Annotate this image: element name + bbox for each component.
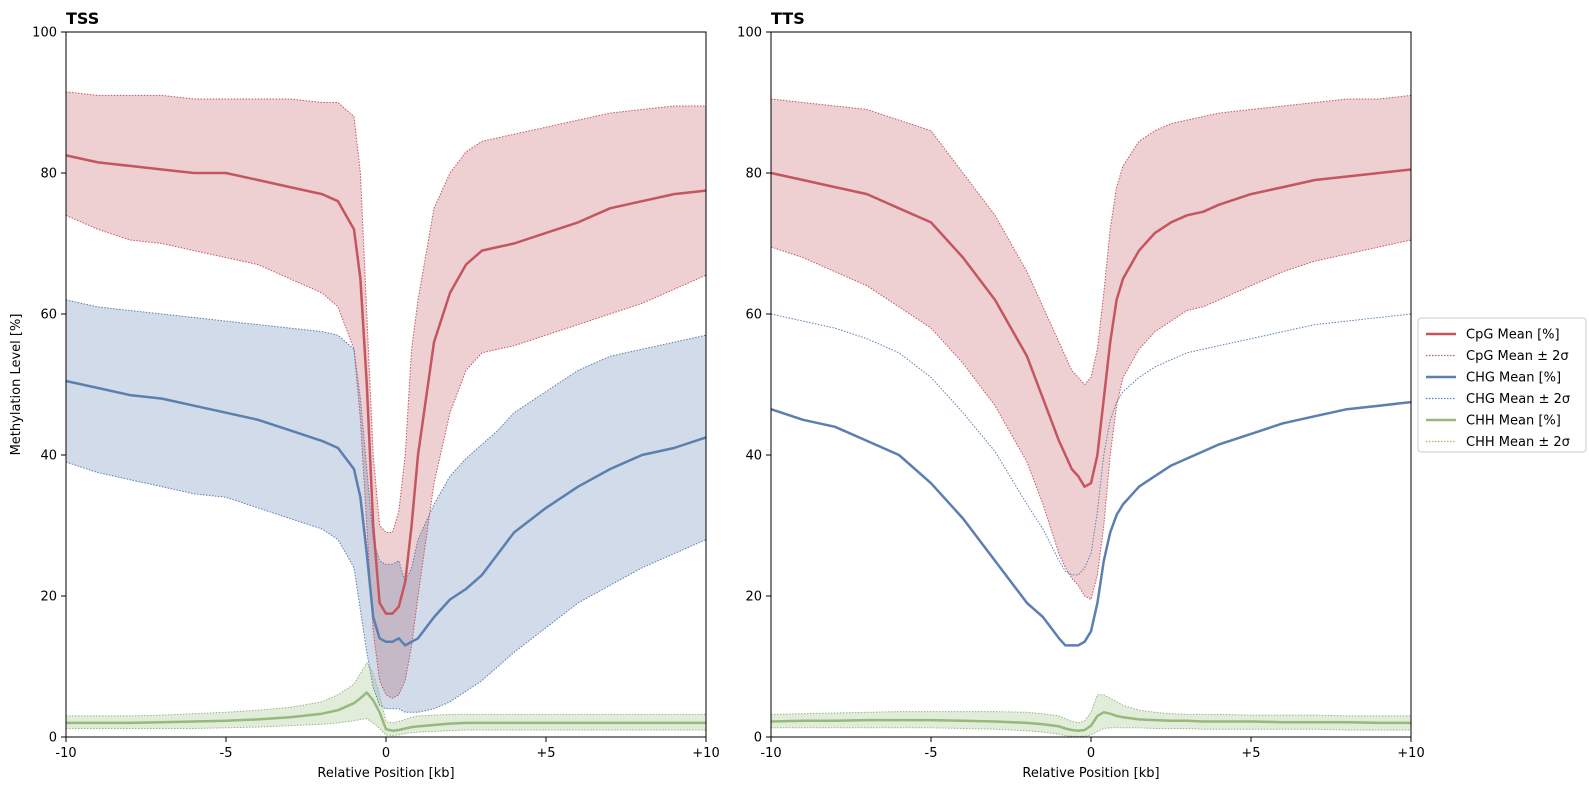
tts-x-tick-label: 0 xyxy=(1087,746,1095,761)
tss-y-tick-label: 60 xyxy=(40,308,57,323)
tss-cpg-band xyxy=(66,91,706,699)
tss-y-tick-label: 40 xyxy=(40,449,57,464)
tts-panel-title: TTS xyxy=(771,9,805,28)
tss-y-tick-label: 80 xyxy=(40,167,57,182)
tss-chg-band xyxy=(66,299,706,713)
tts-chg-upper-bound xyxy=(770,313,1412,576)
tss-x-tick-label: +5 xyxy=(536,746,555,761)
legend-label: CHH Mean ± 2σ xyxy=(1466,435,1570,450)
tts-x-tick-label: -5 xyxy=(925,746,938,761)
tss-panel: TSS -10 -5 0 +5 +10 0 20 40 60 80 100 Relative Po… xyxy=(9,9,720,781)
tts-x-tick-label: +5 xyxy=(1241,746,1260,761)
tts-chg-mean-line xyxy=(770,400,1412,647)
tts-x-tick-label: +10 xyxy=(1397,746,1424,761)
tts-cpg-band xyxy=(771,95,1411,600)
tss-x-ticks: -10 -5 0 +5 +10 xyxy=(55,737,720,761)
legend-label: CpG Mean ± 2σ xyxy=(1466,349,1569,364)
tts-y-tick-label: 0 xyxy=(754,731,762,746)
tts-y-tick-label: 80 xyxy=(745,167,762,182)
tts-x-ticks: -10 -5 0 +5 +10 xyxy=(760,737,1425,761)
legend-box xyxy=(1417,317,1587,453)
tss-series-layer xyxy=(65,91,707,737)
tts-chh-mean-line xyxy=(770,711,1411,732)
tss-cpg-lower-bound xyxy=(65,214,707,699)
tss-panel-title: TSS xyxy=(66,9,99,28)
tss-chh-mean-line xyxy=(66,691,706,732)
tts-x-axis-label: Relative Position [kb] xyxy=(1022,766,1159,781)
tss-y-tick-label: 100 xyxy=(32,26,57,41)
tss-x-tick-label: 0 xyxy=(382,746,390,761)
tts-chh-band xyxy=(771,694,1411,737)
tss-x-tick-label: -10 xyxy=(55,746,76,761)
tts-chh-lower-bound xyxy=(771,727,1411,737)
tts-cpg-upper-bound xyxy=(770,94,1412,386)
legend-label: CHG Mean [%] xyxy=(1466,371,1561,386)
tts-panel: TTS -10 -5 0 +5 +10 0 20 40 60 80 100 Relative Po… xyxy=(737,9,1425,781)
tss-chh-band xyxy=(66,663,706,736)
legend-label: CHH Mean [%] xyxy=(1466,414,1561,429)
tts-y-ticks: 0 20 40 60 80 100 xyxy=(737,26,771,746)
tss-y-tick-label: 0 xyxy=(49,731,57,746)
tts-cpg-mean-line xyxy=(770,168,1412,488)
legend-label: CHG Mean ± 2σ xyxy=(1466,392,1570,407)
tts-y-tick-label: 100 xyxy=(737,26,762,41)
tss-x-tick-label: +10 xyxy=(692,746,719,761)
tss-chg-upper-bound xyxy=(65,299,707,584)
tts-y-tick-label: 60 xyxy=(745,308,762,323)
tss-y-tick-label: 20 xyxy=(40,590,57,605)
tts-x-tick-label: -10 xyxy=(760,746,781,761)
tts-cpg-lower-bound xyxy=(770,239,1412,601)
tss-x-axis-label: Relative Position [kb] xyxy=(317,766,454,781)
tss-y-axis-label: Methylation Level [%] xyxy=(9,314,24,456)
legend: CpG Mean [%] CpG Mean ± 2σ CHG Mean [%] CHG… xyxy=(1417,317,1587,453)
tts-y-tick-label: 40 xyxy=(745,449,762,464)
legend-label: CpG Mean [%] xyxy=(1466,328,1560,343)
tts-series-layer xyxy=(770,94,1412,737)
tss-cpg-upper-bound xyxy=(65,91,706,533)
tss-y-ticks: 0 20 40 60 80 100 xyxy=(32,26,66,746)
tss-cpg-mean-line xyxy=(65,154,707,615)
tss-x-tick-label: -5 xyxy=(220,746,233,761)
tss-chg-lower-bound xyxy=(65,461,707,713)
tts-y-tick-label: 20 xyxy=(745,590,762,605)
tss-chg-mean-line xyxy=(65,379,707,647)
